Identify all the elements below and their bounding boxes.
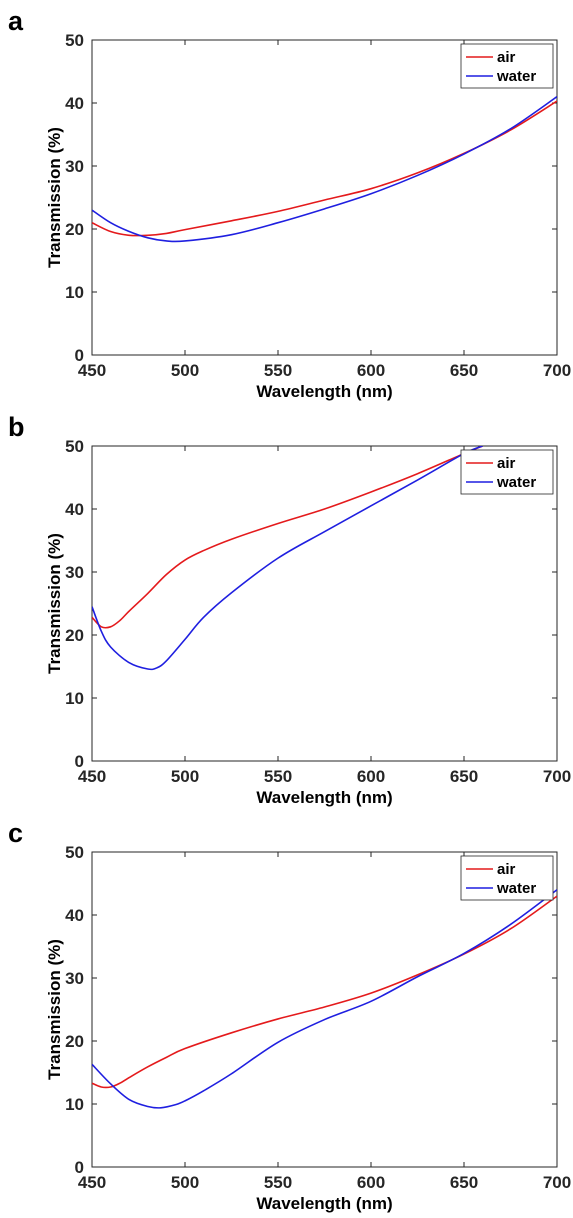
x-tick-label: 550 [264, 767, 292, 786]
x-tick-label: 450 [78, 767, 106, 786]
x-tick-label: 600 [357, 1173, 385, 1192]
legend-label-water: water [496, 474, 536, 491]
y-axis-label: Transmission (%) [45, 533, 64, 674]
x-tick-label: 600 [357, 767, 385, 786]
x-tick-label: 700 [543, 1173, 571, 1192]
series-line-water [92, 446, 483, 671]
x-tick-label: 500 [171, 1173, 199, 1192]
plot-frame-b [91, 445, 558, 762]
y-tick-label: 0 [75, 1158, 84, 1177]
x-axis-label: Wavelength (nm) [256, 382, 392, 401]
legend-label-water: water [496, 68, 536, 85]
x-tick-label: 700 [543, 767, 571, 786]
chart-svg-b: b 450 500 550 600 650 700 0 10 20 30 40 50 Wavelength… [8, 412, 571, 807]
chart-svg-a: a 450 500 550 600 650 700 0 10 20 30 40 50 Wavelength… [8, 6, 571, 401]
plot-frame-c [91, 851, 558, 1168]
y-axis-label: Transmission (%) [45, 127, 64, 268]
y-tick-label: 50 [65, 843, 84, 862]
y-tick-label: 10 [65, 1095, 84, 1114]
plot-frame-a [91, 39, 558, 356]
x-tick-label: 550 [264, 361, 292, 380]
legend-box [460, 855, 554, 901]
legend-box [460, 449, 554, 495]
y-axis-label: Transmission (%) [45, 939, 64, 1080]
chart-panel-a: a 450 500 550 600 650 700 0 10 20 30 40 50 Wavelength… [0, 0, 573, 406]
x-tick-label: 500 [171, 767, 199, 786]
x-tick-label: 650 [450, 361, 478, 380]
x-tick-label: 700 [543, 361, 571, 380]
y-tick-label: 40 [65, 500, 84, 519]
y-tick-label: 30 [65, 563, 84, 582]
y-tick-label: 20 [65, 1032, 84, 1051]
legend-label-water: water [496, 880, 536, 897]
panel-label-b: b [8, 412, 25, 442]
x-tick-label: 450 [78, 1173, 106, 1192]
panel-label-c: c [8, 818, 23, 848]
y-tick-label: 10 [65, 283, 84, 302]
y-tick-label: 0 [75, 752, 84, 771]
x-tick-label: 650 [450, 767, 478, 786]
y-tick-label: 0 [75, 346, 84, 365]
legend-label-air: air [497, 455, 516, 472]
legend-box [460, 43, 554, 89]
x-tick-label: 450 [78, 361, 106, 380]
x-axis-label: Wavelength (nm) [256, 788, 392, 807]
y-tick-label: 40 [65, 906, 84, 925]
series-line-water [92, 889, 557, 1109]
x-tick-label: 600 [357, 361, 385, 380]
legend-label-air: air [497, 861, 516, 878]
y-tick-label: 50 [65, 31, 84, 50]
y-tick-label: 30 [65, 969, 84, 988]
x-axis-label: Wavelength (nm) [256, 1194, 392, 1213]
chart-panel-c: c 450 500 550 600 650 700 0 10 20 30 40 50 Wavelength… [0, 812, 573, 1218]
chart-svg-c: c 450 500 550 600 650 700 0 10 20 30 40 50 Wavelength… [8, 818, 571, 1213]
y-tick-label: 40 [65, 94, 84, 113]
panel-label-a: a [8, 6, 24, 36]
x-tick-label: 650 [450, 1173, 478, 1192]
y-tick-label: 50 [65, 437, 84, 456]
y-tick-label: 20 [65, 220, 84, 239]
series-line-air [92, 446, 483, 629]
x-tick-label: 550 [264, 1173, 292, 1192]
series-line-water [92, 96, 557, 243]
y-tick-label: 10 [65, 689, 84, 708]
x-tick-label: 500 [171, 361, 199, 380]
y-tick-label: 30 [65, 157, 84, 176]
y-tick-label: 20 [65, 626, 84, 645]
chart-panel-b: b 450 500 550 600 650 700 0 10 20 30 40 50 Wavelength… [0, 406, 573, 812]
legend-label-air: air [497, 49, 516, 66]
